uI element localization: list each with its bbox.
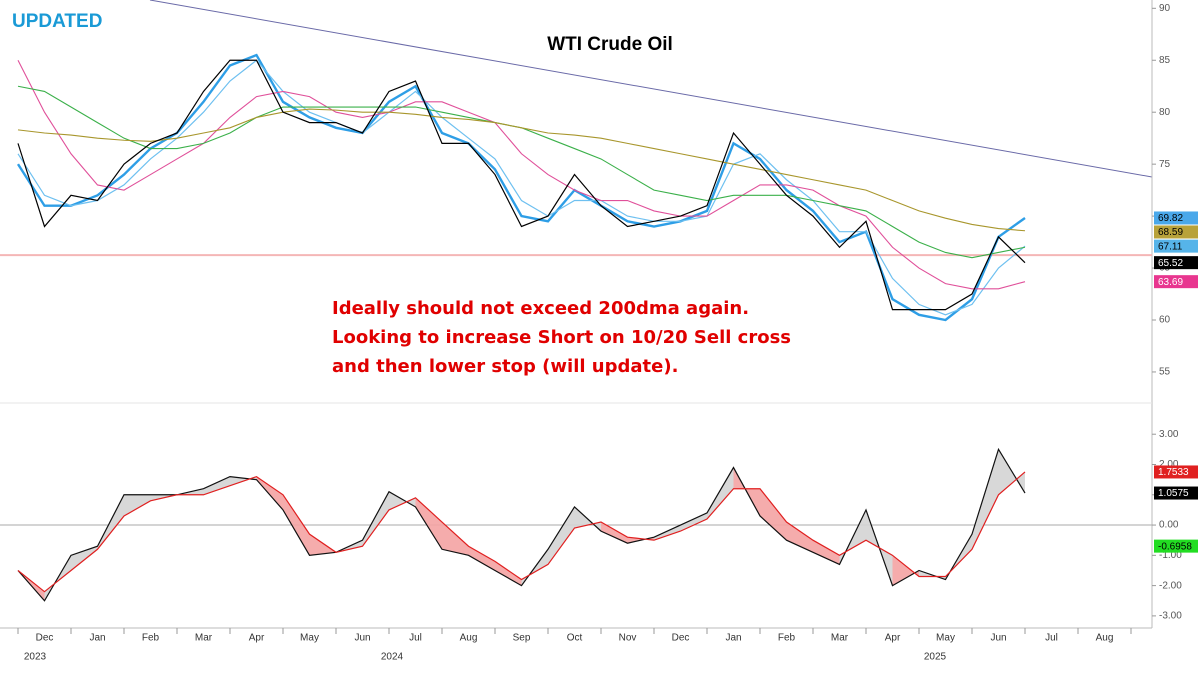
x-tick-label: Feb	[142, 633, 160, 644]
x-tick-label: Jul	[409, 633, 422, 644]
year-label: 2024	[381, 652, 404, 663]
y-tick-label: 55	[1159, 367, 1171, 378]
spread-fill	[362, 491, 389, 547]
y-tick-label: 85	[1159, 55, 1171, 66]
value-label: 68.59	[1158, 227, 1183, 238]
x-tick-label: Oct	[567, 633, 583, 644]
value-box	[1154, 211, 1198, 225]
spread-fill	[468, 546, 495, 571]
x-tick-label: Dec	[36, 633, 54, 644]
spread-fill	[972, 449, 999, 550]
spread-fill	[389, 491, 416, 510]
y-tick-label: 80	[1159, 107, 1171, 118]
spread-fill	[309, 534, 336, 556]
value-box	[1154, 465, 1198, 479]
value-label: 63.69	[1158, 277, 1183, 288]
spread-fill	[283, 494, 310, 556]
x-tick-label: Mar	[831, 633, 849, 644]
spread-fill	[495, 561, 522, 586]
year-label: 2025	[924, 652, 947, 663]
x-tick-label: Aug	[460, 633, 478, 644]
y-tick-label: -1.00	[1159, 550, 1182, 561]
y-tick-label: 2.00	[1159, 459, 1179, 470]
value-box	[1154, 275, 1198, 289]
x-tick-label: Jun	[990, 633, 1006, 644]
x-tick-label: Mar	[195, 633, 213, 644]
spread-fill	[124, 494, 151, 516]
series-line	[17, 108, 1026, 232]
x-tick-label: Jul	[1045, 633, 1058, 644]
x-tick-label: Apr	[885, 633, 901, 644]
series-line	[17, 59, 1026, 316]
spread-fill	[786, 522, 813, 553]
spread-fill	[813, 540, 840, 565]
spread-fill	[707, 467, 734, 519]
spread-fill	[680, 512, 707, 532]
value-box	[1154, 256, 1198, 270]
spread-fill	[415, 497, 442, 550]
series-line	[17, 60, 1026, 290]
series-line	[17, 471, 1026, 593]
value-label: 69.82	[1158, 213, 1183, 224]
spread-fill	[601, 522, 628, 544]
x-tick-label: May	[300, 633, 319, 644]
x-tick-label: Dec	[672, 633, 690, 644]
y-tick-label: 75	[1159, 159, 1171, 170]
value-label: 67.11	[1158, 241, 1183, 252]
value-label: -0.6958	[1158, 541, 1192, 552]
annotation: Ideally should not exceed 200dma again. …	[332, 298, 791, 377]
annotation-line: and then lower stop (will update).	[332, 356, 678, 377]
series-line	[16, 53, 1026, 322]
x-tick-label: Apr	[249, 633, 265, 644]
value-box	[1154, 486, 1198, 500]
y-tick-label: -3.00	[1159, 611, 1182, 622]
y-tick-label: -2.00	[1159, 580, 1182, 591]
y-tick-label: 60	[1159, 315, 1171, 326]
x-tick-label: Aug	[1096, 633, 1114, 644]
x-tick-label: Jun	[354, 633, 370, 644]
spread-fill	[892, 555, 919, 586]
spread-fill	[548, 506, 575, 565]
x-tick-label: Nov	[619, 633, 637, 644]
spread-fill	[442, 522, 469, 556]
value-label: 1.7533	[1158, 467, 1189, 478]
annotation-line: Ideally should not exceed 200dma again.	[332, 298, 749, 319]
x-tick-label: Sep	[513, 633, 531, 644]
value-label: 65.52	[1158, 258, 1183, 269]
y-tick-label: 3.00	[1159, 429, 1179, 440]
x-tick-label: Jan	[89, 633, 105, 644]
value-box	[1154, 539, 1198, 553]
x-tick-label: Feb	[778, 633, 796, 644]
trendline	[149, 0, 1153, 178]
value-box	[1154, 225, 1198, 239]
series-line	[17, 59, 1026, 311]
spread-fill	[203, 476, 230, 495]
x-tick-label: May	[936, 633, 955, 644]
tag: UPDATED	[12, 11, 102, 32]
value-label: 1.0575	[1158, 488, 1189, 499]
spread-fill	[760, 488, 787, 541]
y-tick-label: 0.00	[1159, 520, 1179, 531]
spread-fill	[654, 525, 681, 541]
value-box	[1154, 239, 1198, 253]
y-tick-label: 90	[1159, 3, 1171, 14]
annotation-line: Looking to increase Short on 10/20 Sell …	[332, 327, 791, 348]
series-line	[17, 447, 1026, 602]
year-label: 2023	[24, 652, 47, 663]
chart-title: WTI Crude Oil	[547, 34, 673, 55]
x-tick-label: Jan	[725, 633, 741, 644]
